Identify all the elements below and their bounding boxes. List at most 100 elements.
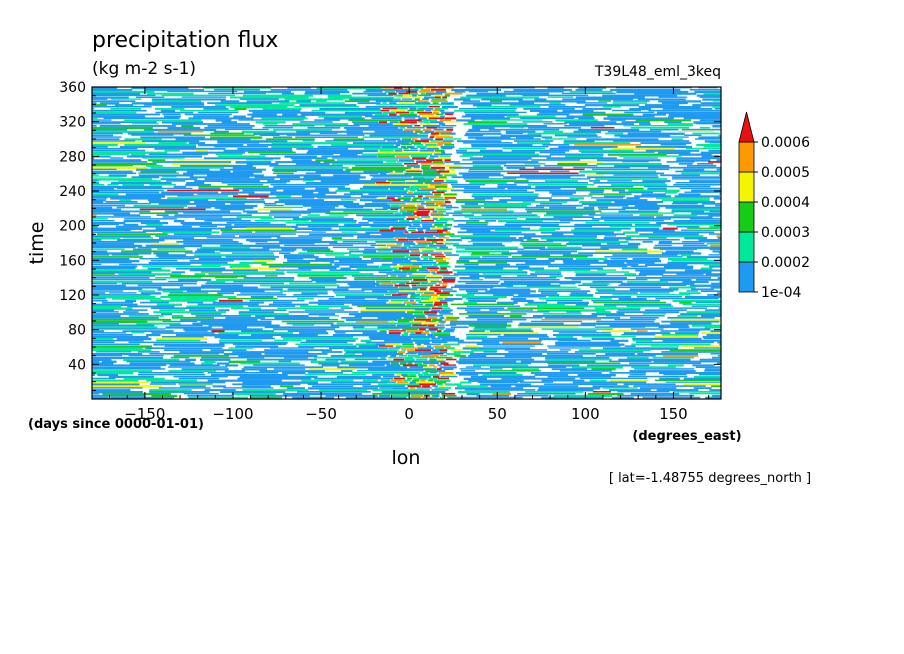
- heatmap-streak: [457, 231, 522, 234]
- heatmap-streak: [441, 111, 455, 114]
- heatmap-streak: [417, 204, 424, 207]
- heatmap-streak: [468, 90, 489, 93]
- heatmap-streak: [658, 326, 690, 329]
- heatmap-streak: [431, 307, 443, 309]
- heatmap-streak: [318, 389, 368, 392]
- heatmap-streak: [488, 128, 560, 131]
- heatmap-streak: [618, 210, 659, 213]
- heatmap-streak: [286, 271, 360, 274]
- heatmap-streak: [575, 88, 603, 92]
- heatmap-streak: [302, 248, 331, 251]
- heatmap-streak: [549, 153, 604, 156]
- heatmap-streak: [393, 358, 405, 361]
- heatmap-streak: [368, 125, 413, 127]
- heatmap-streak: [353, 123, 393, 126]
- heatmap-streak: [349, 191, 407, 194]
- heatmap-streak: [578, 284, 608, 287]
- heatmap-streak: [518, 237, 532, 240]
- heatmap-streak: [425, 109, 432, 112]
- heatmap-streak: [422, 225, 435, 228]
- heatmap-streak: [92, 267, 136, 270]
- heatmap-streak: [389, 187, 404, 191]
- heatmap-streak: [127, 305, 175, 308]
- heatmap-streak: [424, 366, 432, 369]
- heatmap-streak: [138, 373, 206, 376]
- heatmap-streak: [681, 128, 721, 131]
- heatmap-streak: [410, 394, 424, 398]
- heatmap-streak: [92, 98, 108, 100]
- heatmap-streak: [158, 142, 187, 145]
- heatmap-streak: [378, 383, 420, 386]
- heatmap-streak: [92, 337, 114, 340]
- heatmap-streak: [139, 208, 206, 211]
- heatmap-streak: [438, 358, 444, 362]
- heatmap-streak: [555, 341, 619, 344]
- heatmap-streak: [669, 286, 696, 289]
- heatmap-streak: [482, 256, 509, 258]
- heatmap-streak: [533, 315, 598, 318]
- heatmap-streak: [482, 373, 523, 377]
- heatmap-streak: [540, 237, 597, 240]
- heatmap-streak: [435, 347, 445, 349]
- heatmap-streak: [439, 294, 454, 297]
- heatmap-streak: [332, 334, 401, 337]
- heatmap-streak: [695, 278, 721, 281]
- heatmap-streak: [158, 130, 204, 133]
- heatmap-streak: [673, 214, 698, 217]
- heatmap-streak: [461, 206, 481, 209]
- heatmap-streak: [107, 183, 119, 186]
- heatmap-streak: [290, 157, 328, 159]
- heatmap-streak: [340, 199, 357, 201]
- heatmap-streak: [382, 107, 398, 110]
- heatmap-streak: [686, 256, 721, 259]
- heatmap-streak: [409, 275, 427, 277]
- heatmap-streak: [323, 161, 384, 164]
- heatmap-streak: [479, 149, 503, 153]
- heatmap-streak: [596, 354, 656, 357]
- heatmap-streak: [231, 392, 276, 396]
- heatmap-streak: [151, 98, 226, 101]
- heatmap-streak: [464, 134, 483, 137]
- heatmap-streak: [592, 280, 623, 283]
- heatmap-streak: [391, 109, 406, 112]
- heatmap-streak: [440, 322, 445, 325]
- heatmap-streak: [561, 92, 616, 95]
- heatmap-streak: [430, 254, 444, 256]
- heatmap-streak: [304, 309, 345, 311]
- heatmap-streak: [180, 109, 239, 112]
- heatmap-streak: [392, 199, 401, 202]
- heatmap-streak: [329, 214, 349, 216]
- heatmap-streak: [407, 216, 420, 218]
- heatmap-streak: [439, 168, 445, 171]
- heatmap-streak: [409, 111, 415, 114]
- heatmap-streak: [225, 256, 279, 258]
- heatmap-streak: [413, 212, 429, 215]
- heatmap-streak: [708, 214, 721, 217]
- heatmap-streak: [422, 142, 437, 144]
- heatmap-streak: [471, 117, 510, 120]
- heatmap-streak: [517, 250, 578, 253]
- heatmap-streak: [514, 140, 554, 142]
- heatmap-streak: [547, 375, 611, 378]
- heatmap-streak: [444, 94, 451, 97]
- heatmap-streak: [589, 180, 601, 182]
- heatmap-streak: [538, 387, 601, 390]
- heatmap-streak: [426, 159, 443, 162]
- heatmap-streak: [92, 383, 140, 386]
- heatmap-streak: [92, 258, 130, 260]
- heatmap-streak: [535, 185, 587, 189]
- heatmap-streak: [399, 210, 407, 213]
- heatmap-streak: [578, 87, 607, 89]
- heatmap-streak: [623, 332, 671, 334]
- heatmap-streak: [467, 121, 507, 124]
- heatmap-streak: [92, 88, 133, 92]
- heatmap-streak: [455, 372, 517, 375]
- heatmap-streak: [483, 351, 497, 353]
- heatmap-streak: [662, 102, 688, 105]
- heatmap-streak: [466, 311, 498, 313]
- heatmap-streak: [455, 294, 475, 297]
- heatmap-streak: [403, 316, 415, 320]
- heatmap-streak: [246, 144, 312, 146]
- heatmap-streak: [253, 259, 274, 263]
- heatmap-streak: [182, 151, 245, 154]
